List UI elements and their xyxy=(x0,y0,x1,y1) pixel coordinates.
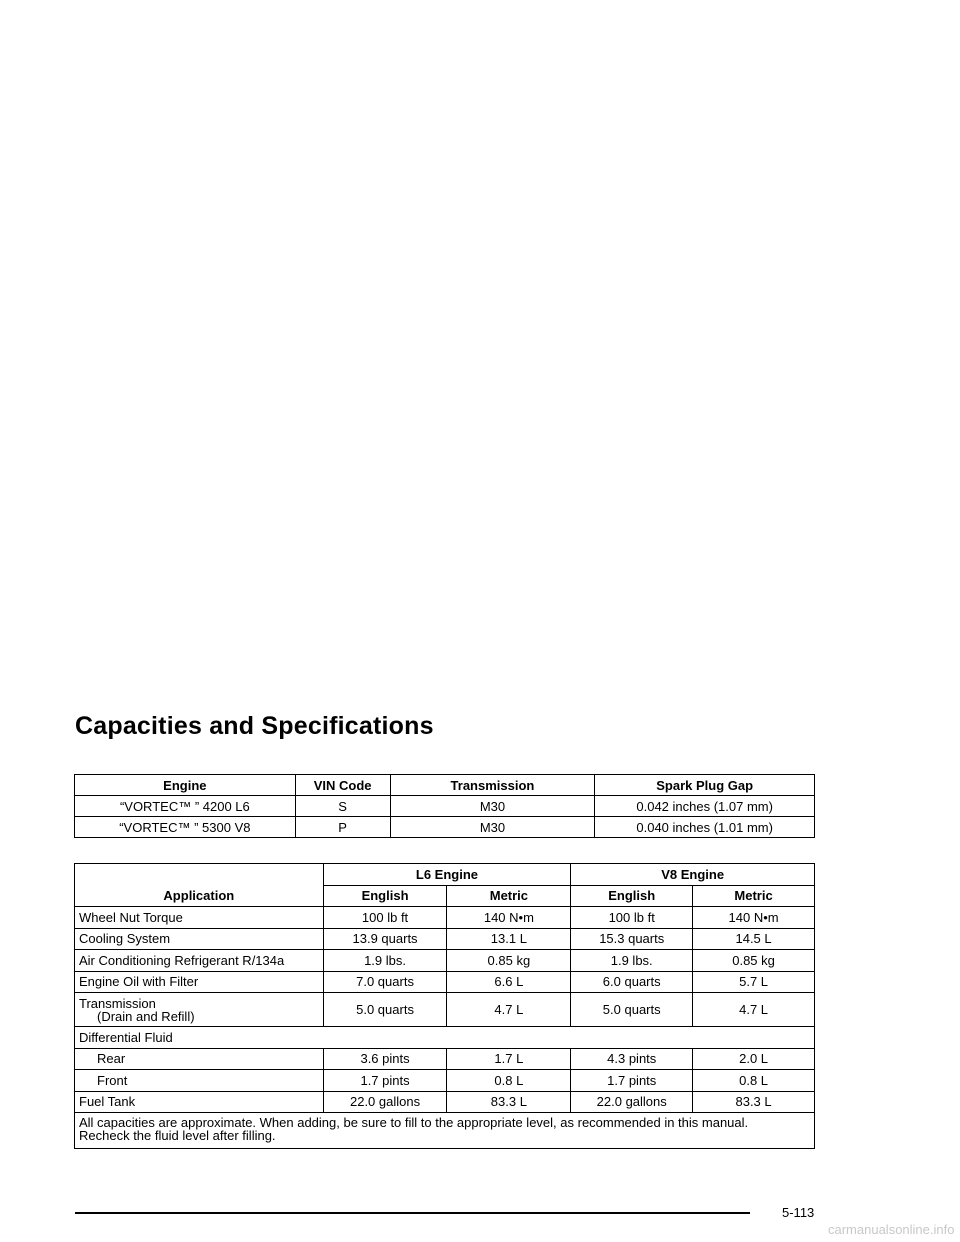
row-label: Cooling System xyxy=(74,927,324,950)
table-cell: 5.7 L xyxy=(692,970,815,993)
column-header: VIN Code xyxy=(294,774,391,796)
table-cell: 83.3 L xyxy=(446,1090,572,1113)
table-cell: P xyxy=(294,816,391,838)
table-cell: 100 lb ft xyxy=(322,906,448,929)
table-cell: 6.6 L xyxy=(446,970,572,993)
footer-rule xyxy=(75,1212,750,1214)
table-cell: “VORTEC™ ” 5300 V8 xyxy=(74,816,296,838)
table-cell: 13.9 quarts xyxy=(322,927,448,950)
table-cell: 1.9 lbs. xyxy=(322,949,448,972)
row-label: Front xyxy=(74,1069,324,1092)
table-cell: 14.5 L xyxy=(692,927,815,950)
column-header: Transmission xyxy=(389,774,596,796)
row-label: Rear xyxy=(74,1047,324,1070)
table-cell: 5.0 quarts xyxy=(322,992,448,1027)
table-cell: 1.7 pints xyxy=(570,1069,694,1092)
table-row: Rear 3.6 pints 1.7 L 4.3 pints 2.0 L xyxy=(74,1047,815,1070)
engine-spec-table: Engine VIN Code Transmission Spark Plug … xyxy=(74,774,815,838)
capacity-table: Application L6 Engine V8 Engine English … xyxy=(74,863,815,1149)
table-note-row: All capacities are approximate. When add… xyxy=(74,1112,815,1149)
table-row: Engine Oil with Filter 7.0 quarts 6.6 L … xyxy=(74,970,815,993)
table-cell: 0.8 L xyxy=(692,1069,815,1092)
row-label: Transmission (Drain and Refill) xyxy=(74,992,324,1027)
table-cell: “VORTEC™ ” 4200 L6 xyxy=(74,795,296,817)
table-cell: 3.6 pints xyxy=(322,1047,448,1070)
table-cell: 4.7 L xyxy=(692,992,815,1027)
table-cell: 100 lb ft xyxy=(570,906,694,929)
row-label: Fuel Tank xyxy=(74,1090,324,1113)
table-cell: 22.0 gallons xyxy=(570,1090,694,1113)
table-row: “VORTEC™ ” 4200 L6 S M30 0.042 inches (1… xyxy=(74,795,815,817)
table-cell: 140 N•m xyxy=(692,906,815,929)
capacity-note: All capacities are approximate. When add… xyxy=(74,1112,815,1149)
page-title: Capacities and Specifications xyxy=(75,712,434,740)
table-header-row: Engine VIN Code Transmission Spark Plug … xyxy=(74,774,815,796)
table-row: Cooling System 13.9 quarts 13.1 L 15.3 q… xyxy=(74,927,815,950)
column-header: Metric xyxy=(692,884,815,907)
table-cell: 5.0 quarts xyxy=(570,992,694,1027)
table-cell: 83.3 L xyxy=(692,1090,815,1113)
page-number: 5-113 xyxy=(782,1205,815,1220)
section-label: Differential Fluid xyxy=(74,1026,815,1049)
column-header: Metric xyxy=(446,884,572,907)
column-header: English xyxy=(570,884,694,907)
column-header: Engine xyxy=(74,774,296,796)
table-cell: 1.7 L xyxy=(446,1047,572,1070)
l6-engine-header: L6 Engine xyxy=(322,863,572,886)
note-line: Recheck the fluid level after filling. xyxy=(79,1128,276,1143)
row-label: Engine Oil with Filter xyxy=(74,970,324,993)
row-label: Air Conditioning Refrigerant R/134a xyxy=(74,949,324,972)
application-header: Application xyxy=(74,863,324,907)
table-row: Front 1.7 pints 0.8 L 1.7 pints 0.8 L xyxy=(74,1069,815,1092)
table-row: “VORTEC™ ” 5300 V8 P M30 0.040 inches (1… xyxy=(74,816,815,838)
watermark-text: carmanualsonline.info xyxy=(828,1222,955,1237)
table-row: Air Conditioning Refrigerant R/134a 1.9 … xyxy=(74,949,815,972)
table-cell: 0.042 inches (1.07 mm) xyxy=(594,795,815,817)
table-cell: 1.7 pints xyxy=(322,1069,448,1092)
table-cell: M30 xyxy=(389,816,596,838)
table-cell: 15.3 quarts xyxy=(570,927,694,950)
table-row: Transmission (Drain and Refill) 5.0 quar… xyxy=(74,992,815,1027)
v8-engine-header: V8 Engine xyxy=(570,863,815,886)
table-cell: 7.0 quarts xyxy=(322,970,448,993)
table-cell: 6.0 quarts xyxy=(570,970,694,993)
table-cell: 4.3 pints xyxy=(570,1047,694,1070)
column-header: English xyxy=(322,884,448,907)
note-line: All capacities are approximate. When add… xyxy=(79,1115,749,1130)
table-cell: 4.7 L xyxy=(446,992,572,1027)
table-cell: 0.85 kg xyxy=(446,949,572,972)
table-section-row: Differential Fluid xyxy=(74,1026,815,1049)
table-cell: 13.1 L xyxy=(446,927,572,950)
table-cell: M30 xyxy=(389,795,596,817)
column-header: Spark Plug Gap xyxy=(594,774,815,796)
table-cell: 0.8 L xyxy=(446,1069,572,1092)
table-cell: 22.0 gallons xyxy=(322,1090,448,1113)
table-cell: 2.0 L xyxy=(692,1047,815,1070)
table-cell: 1.9 lbs. xyxy=(570,949,694,972)
table-cell: S xyxy=(294,795,391,817)
table-cell: 0.040 inches (1.01 mm) xyxy=(594,816,815,838)
table-header-row: Application L6 Engine V8 Engine xyxy=(74,863,815,907)
table-cell: 0.85 kg xyxy=(692,949,815,972)
row-label: Wheel Nut Torque xyxy=(74,906,324,929)
row-label-sub: (Drain and Refill) xyxy=(97,1008,195,1024)
table-cell: 140 N•m xyxy=(446,906,572,929)
table-row: Wheel Nut Torque 100 lb ft 140 N•m 100 l… xyxy=(74,906,815,929)
row-label-main: Transmission xyxy=(79,995,156,1011)
table-row: Fuel Tank 22.0 gallons 83.3 L 22.0 gallo… xyxy=(74,1090,815,1113)
